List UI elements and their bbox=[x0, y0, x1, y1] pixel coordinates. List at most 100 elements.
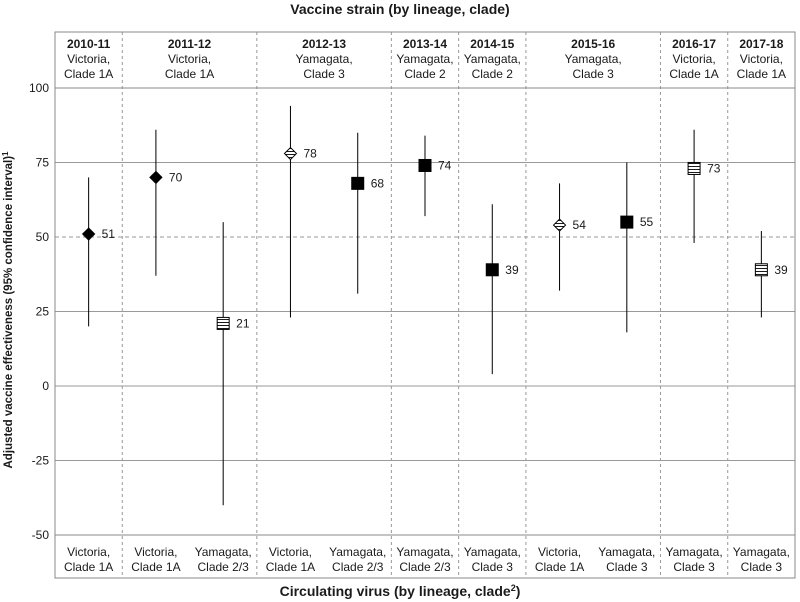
vaccine-clade-label: Clade 1A bbox=[64, 67, 113, 81]
diamond-marker bbox=[283, 146, 298, 161]
plot-frame bbox=[54, 31, 796, 579]
data-label: 78 bbox=[303, 147, 317, 161]
virus-lineage-label: Yamagata, bbox=[666, 545, 723, 559]
virus-lineage-label: Victoria, bbox=[538, 545, 581, 559]
square-marker bbox=[620, 215, 634, 229]
vaccine-lineage-label: Victoria, bbox=[673, 52, 716, 66]
virus-lineage-label: Victoria, bbox=[269, 545, 312, 559]
data-label: 73 bbox=[707, 161, 721, 175]
data-label: 70 bbox=[169, 170, 183, 184]
virus-lineage-label: Yamagata, bbox=[464, 545, 521, 559]
virus-lineage-label: Victoria, bbox=[134, 545, 177, 559]
season-label: 2010-11 bbox=[67, 37, 111, 51]
virus-clade-label: Clade 1A bbox=[131, 560, 180, 574]
season-label: 2014-15 bbox=[470, 37, 514, 51]
y-tick-label: 50 bbox=[36, 230, 50, 244]
diamond-marker bbox=[552, 218, 567, 232]
data-label: 68 bbox=[371, 176, 385, 190]
square-marker bbox=[485, 263, 499, 277]
vaccine-lineage-label: Yamagata, bbox=[565, 52, 622, 66]
vaccine-lineage-label: Victoria, bbox=[67, 52, 110, 66]
season-dividers bbox=[121, 32, 729, 578]
virus-lineage-label: Yamagata, bbox=[195, 545, 252, 559]
data-label: 21 bbox=[236, 316, 250, 330]
square-marker bbox=[418, 158, 432, 172]
data-point: 73 bbox=[687, 129, 721, 243]
x-axis-title-main: Circulating virus (by lineage, clade bbox=[280, 583, 511, 599]
virus-clade-label: Clade 3 bbox=[673, 560, 715, 574]
virus-clade-label: Clade 3 bbox=[606, 560, 648, 574]
y-axis-title-superscript: 1 bbox=[1, 151, 10, 156]
outer-frame bbox=[54, 31, 796, 579]
virus-clade-label: Clade 3 bbox=[741, 560, 783, 574]
y-axis-title: Adjusted vaccine effectiveness (95% conf… bbox=[1, 151, 15, 469]
data-point: 55 bbox=[620, 162, 654, 333]
square-marker bbox=[687, 161, 701, 175]
chart-title: Vaccine strain (by lineage, clade) bbox=[290, 1, 509, 17]
data-label: 39 bbox=[505, 263, 519, 277]
square-marker bbox=[216, 316, 230, 330]
vaccine-lineage-label: Yamagata, bbox=[396, 52, 453, 66]
vaccine-clade-label: Clade 1A bbox=[165, 67, 214, 81]
data-point: 51 bbox=[81, 177, 116, 327]
virus-clade-label: Clade 2/3 bbox=[332, 560, 384, 574]
square-marker bbox=[351, 176, 365, 190]
season-label: 2012-13 bbox=[302, 37, 346, 51]
vaccine-clade-label: Clade 2 bbox=[472, 67, 514, 81]
data-point: 39 bbox=[485, 204, 519, 375]
x-axis-title-close: ) bbox=[516, 583, 521, 599]
x-axis-title: Circulating virus (by lineage, clade2) bbox=[280, 583, 521, 599]
y-axis-tick-labels: 100 75 50 25 0 -25 -50 bbox=[29, 81, 49, 542]
data-point: 68 bbox=[351, 132, 385, 294]
y-tick-label: 75 bbox=[36, 156, 50, 170]
data-point: 54 bbox=[552, 183, 587, 291]
data-point: 21 bbox=[216, 222, 250, 506]
vaccine-lineage-label: Yamagata, bbox=[296, 52, 353, 66]
vaccine-clade-label: Clade 1A bbox=[669, 67, 718, 81]
vaccine-lineage-label: Victoria, bbox=[168, 52, 211, 66]
data-label: 74 bbox=[438, 158, 452, 172]
data-label: 54 bbox=[573, 218, 587, 232]
vaccine-lineage-label: Yamagata, bbox=[464, 52, 521, 66]
vaccine-clade-label: Clade 1A bbox=[737, 67, 786, 81]
data-label: 55 bbox=[640, 215, 654, 229]
y-tick-label: 0 bbox=[42, 379, 49, 393]
y-tick-label: -50 bbox=[32, 528, 50, 542]
data-point: 39 bbox=[754, 231, 788, 318]
y-axis-title-main: Adjusted vaccine effectiveness (95% conf… bbox=[3, 156, 15, 469]
virus-clade-label: Clade 2/3 bbox=[197, 560, 249, 574]
virus-lineage-label: Victoria, bbox=[67, 545, 110, 559]
diamond-marker bbox=[81, 227, 96, 241]
y-tick-label: 25 bbox=[36, 305, 50, 319]
season-label: 2017-18 bbox=[739, 37, 783, 51]
y-tick-label: -25 bbox=[32, 454, 50, 468]
data-label: 39 bbox=[774, 263, 788, 277]
season-label: 2013-14 bbox=[403, 37, 447, 51]
virus-clade-label: Clade 1A bbox=[266, 560, 315, 574]
data-point: 70 bbox=[149, 129, 183, 276]
virus-lineage-label: Yamagata, bbox=[733, 545, 790, 559]
virus-clade-label: Clade 1A bbox=[535, 560, 584, 574]
diamond-marker bbox=[149, 170, 163, 185]
virus-clade-label: Clade 1A bbox=[64, 560, 113, 574]
vaccine-clade-label: Clade 2 bbox=[404, 67, 446, 81]
data-point: 74 bbox=[418, 135, 452, 217]
data-points: 51 70 21 78 68 74 39 54 55 73 39 bbox=[81, 105, 788, 506]
square-marker bbox=[754, 263, 768, 277]
vaccine-clade-label: Clade 3 bbox=[572, 67, 614, 81]
virus-clade-label: Clade 3 bbox=[472, 560, 514, 574]
virus-clade-label: Clade 2/3 bbox=[399, 560, 451, 574]
vaccine-clade-label: Clade 3 bbox=[303, 67, 345, 81]
x-axis-title-superscript: 2 bbox=[511, 583, 516, 593]
season-label: 2016-17 bbox=[672, 37, 716, 51]
season-label: 2011-12 bbox=[168, 37, 212, 51]
vaccine-lineage-label: Victoria, bbox=[740, 52, 783, 66]
data-label: 51 bbox=[102, 227, 116, 241]
season-label: 2015-16 bbox=[571, 37, 615, 51]
virus-lineage-label: Yamagata, bbox=[598, 545, 655, 559]
virus-lineage-label: Yamagata, bbox=[329, 545, 386, 559]
data-point: 78 bbox=[283, 105, 317, 318]
